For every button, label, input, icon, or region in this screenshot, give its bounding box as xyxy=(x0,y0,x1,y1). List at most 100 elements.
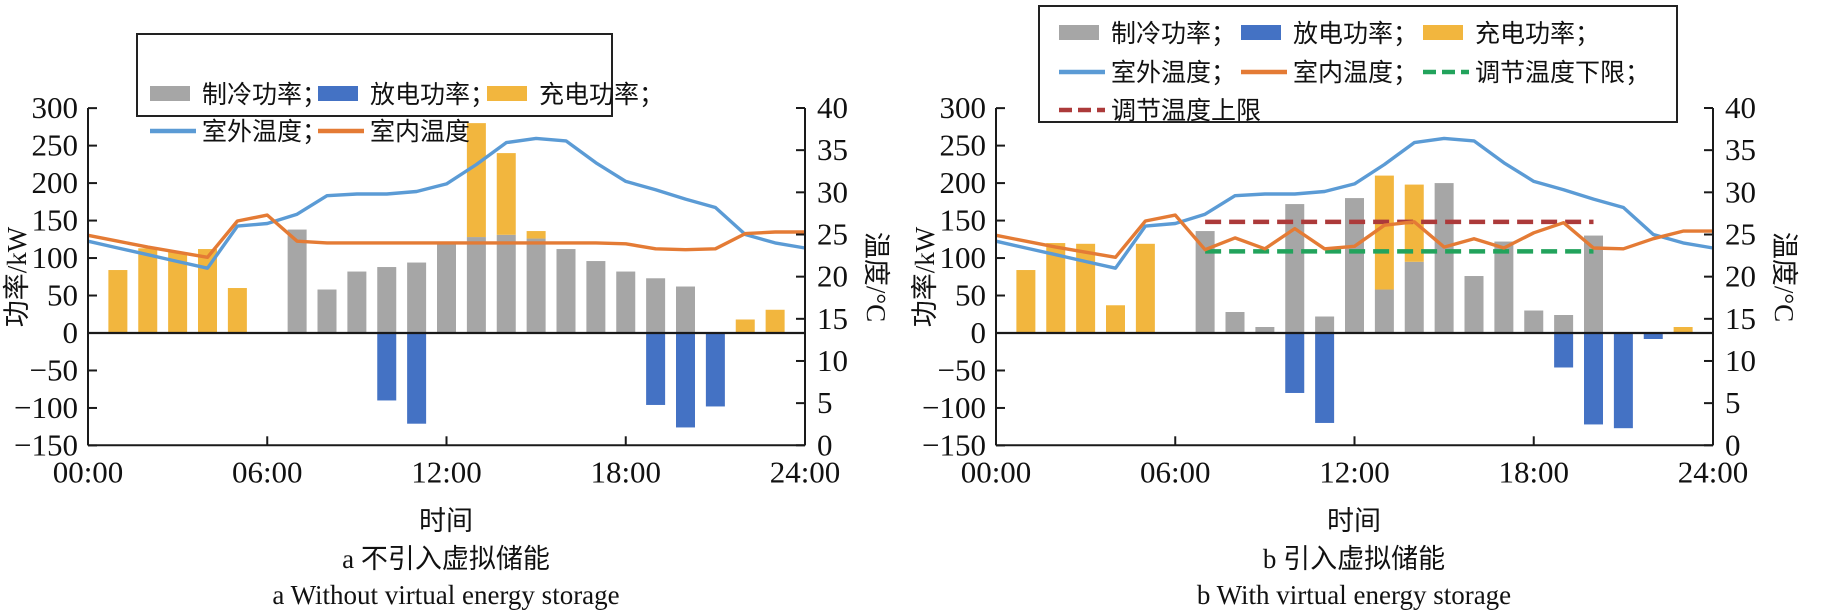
panel-a-y-right-tick-label: 20 xyxy=(817,259,848,294)
panel-a-discharge-bar-h11 xyxy=(407,333,427,424)
panel-b-caption-en: b With virtual energy storage xyxy=(1197,580,1511,610)
panel-without-virtual-storage: 300 250 200 150 100 50 0 −50 −100 −150 40 35 30 25 20 1… xyxy=(2,33,891,610)
panel-a-y-left-tick-label: −150 xyxy=(14,427,78,462)
panel-a-cooling-bar-h19 xyxy=(646,278,666,333)
panel-b-cooling-bar-h10 xyxy=(1285,204,1305,333)
panel-a-cooling-bar-h13 xyxy=(466,237,486,333)
panel-a-y-left-tick-label: 100 xyxy=(32,240,79,275)
panel-with-virtual-storage: 300 250 200 150 100 50 0 −50 −100 −150 40 35 30 25 20 1… xyxy=(910,0,1822,610)
panel-b-legend-swatch-cooling xyxy=(1059,25,1099,40)
panel-a-y-right-tick-label: 25 xyxy=(817,216,848,251)
panel-b-cooling-bar-h13 xyxy=(1374,289,1394,333)
panel-a-legend-label-charge: 充电功率； xyxy=(539,81,664,109)
panel-b-y-right-tick-label: 15 xyxy=(1725,301,1756,336)
panel-a-charge-bar-h13 xyxy=(466,123,486,238)
panel-a-cooling-bar-h14 xyxy=(496,234,516,333)
panel-a-y-right-tick-label: 30 xyxy=(817,174,848,209)
panel-b-discharge-bar-h10 xyxy=(1285,333,1305,393)
panel-a-cooling-bar-h7 xyxy=(287,229,307,333)
panel-a-charge-bar-h1 xyxy=(108,270,128,333)
panel-b-cooling-bar-h11 xyxy=(1315,316,1335,333)
panel-a-x-tick-label: 18:00 xyxy=(590,454,661,489)
panel-b-legend-swatch-charge xyxy=(1423,25,1463,40)
panel-b-x-tick-label: 18:00 xyxy=(1498,454,1569,489)
panel-b-legend-label-cooling: 制冷功率； xyxy=(1111,20,1236,48)
panel-a-cooling-bar-h11 xyxy=(407,262,427,333)
panel-a-legend-label-outdoor: 室外温度； xyxy=(202,118,327,146)
panel-b-discharge-bar-h11 xyxy=(1315,333,1335,423)
panel-a-chart: 300250200150100500−50−100−15040353025201… xyxy=(2,33,891,610)
panel-a-legend-swatch-cooling xyxy=(150,86,190,101)
panel-a-cooling-bar-h10 xyxy=(377,267,397,333)
panel-a-x-axis-title: 时间 xyxy=(419,506,473,536)
panel-b-legend-label-indoor: 室内温度； xyxy=(1293,59,1418,87)
panel-a-cooling-bar-h17 xyxy=(586,261,606,333)
panel-b-charge-bar-h4 xyxy=(1106,305,1125,333)
panel-b-y-left-tick-label: 150 xyxy=(940,203,987,238)
panel-b-charge-bar-h13 xyxy=(1374,175,1394,290)
panel-b-legend-label-outdoor: 室外温度； xyxy=(1111,59,1236,87)
panel-a-y-left-tick-label: 200 xyxy=(32,165,79,200)
panel-a-x-tick-label: 06:00 xyxy=(232,454,303,489)
panel-a-y-left-tick-label: 300 xyxy=(32,90,79,125)
panel-b-cooling-bar-h12 xyxy=(1345,198,1364,333)
panel-b-charge-bar-h3 xyxy=(1076,243,1096,333)
panel-a-discharge-bar-h10 xyxy=(377,333,397,401)
panel-a-y-left-tick-label: 250 xyxy=(32,128,79,163)
panel-b-y-right-tick-label: 10 xyxy=(1725,343,1756,378)
panel-a-y-left-tick-label: −100 xyxy=(14,390,78,425)
panel-a-y-right-tick-label: 15 xyxy=(817,301,848,336)
panel-b-discharge-bar-h20 xyxy=(1584,333,1603,425)
panel-a-y-right-tick-label: 35 xyxy=(817,132,848,167)
panel-a-charge-bar-h15 xyxy=(526,231,546,239)
panel-b-cooling-bar-h17 xyxy=(1494,241,1514,333)
panel-b-y-left-tick-label: 200 xyxy=(940,165,987,200)
panel-b-y-left-tick-label: 100 xyxy=(940,240,987,275)
panel-a-legend-label-cooling: 制冷功率； xyxy=(202,81,327,109)
panel-a-y-left-tick-label: −50 xyxy=(30,352,78,387)
panel-b-x-tick-label: 12:00 xyxy=(1319,454,1390,489)
panel-b-left-axis-title: 功率/kW xyxy=(911,226,940,327)
panel-a-charge-bar-h4 xyxy=(198,249,217,333)
panel-b-y-left-tick-label: 250 xyxy=(940,128,987,163)
panel-a-cooling-bar-h12 xyxy=(437,243,456,333)
panel-a-discharge-bar-h21 xyxy=(705,333,725,407)
panel-b-indoor-temp-line xyxy=(995,213,1713,259)
panel-a-charge-bar-h2 xyxy=(138,248,158,333)
panel-b-y-right-tick-label: 35 xyxy=(1725,132,1756,167)
panel-b-discharge-bar-h19 xyxy=(1554,333,1574,368)
panel-b-y-right-tick-label: 40 xyxy=(1725,90,1756,125)
panel-a-y-left-tick-label: 0 xyxy=(63,315,79,350)
panel-b-discharge-bar-h22 xyxy=(1643,333,1663,339)
panel-b-y-left-tick-label: 300 xyxy=(940,90,987,125)
panel-a-discharge-bar-h19 xyxy=(646,333,666,405)
panel-b-plot-layer: 300250200150100500−50−100−15040353025201… xyxy=(922,5,1756,489)
panel-a-cooling-bar-h16 xyxy=(556,249,576,333)
panel-b-cooling-bar-h18 xyxy=(1524,310,1544,333)
panel-a-charge-bar-h14 xyxy=(496,153,516,235)
panel-a-y-left-tick-label: 50 xyxy=(47,278,78,313)
panel-b-legend-label-lower: 调节温度下限； xyxy=(1475,59,1650,87)
panel-a-cooling-bar-h18 xyxy=(616,271,636,333)
panel-a-legend-swatch-discharge xyxy=(318,86,358,101)
panel-a-legend-label-discharge: 放电功率； xyxy=(370,81,495,109)
panel-b-x-tick-label: 24:00 xyxy=(1678,454,1749,489)
panel-b-chart: 300250200150100500−50−100−15040353025201… xyxy=(910,5,1799,610)
panel-a-x-tick-label: 00:00 xyxy=(53,454,124,489)
panel-b-cooling-bar-h8 xyxy=(1225,312,1245,333)
panel-b-legend-swatch-discharge xyxy=(1241,25,1281,40)
panel-b-y-left-tick-label: −50 xyxy=(938,352,986,387)
panel-b-y-right-tick-label: 20 xyxy=(1725,259,1756,294)
panel-b-y-right-tick-label: 5 xyxy=(1725,385,1741,420)
panel-b-y-right-tick-label: 25 xyxy=(1725,216,1756,251)
panel-a-charge-bar-h23 xyxy=(765,309,785,333)
panel-b-cooling-bar-h20 xyxy=(1584,235,1603,333)
panel-b-y-left-tick-label: −100 xyxy=(922,390,986,425)
panel-a-charge-bar-h5 xyxy=(227,288,247,333)
panel-a-y-right-tick-label: 5 xyxy=(817,385,833,420)
panel-a-charge-bar-h22 xyxy=(735,319,755,333)
panel-a-x-tick-label: 24:00 xyxy=(770,454,841,489)
panel-b-legend-box xyxy=(1038,5,1678,123)
panel-b-legend-label-charge: 充电功率； xyxy=(1475,20,1600,48)
